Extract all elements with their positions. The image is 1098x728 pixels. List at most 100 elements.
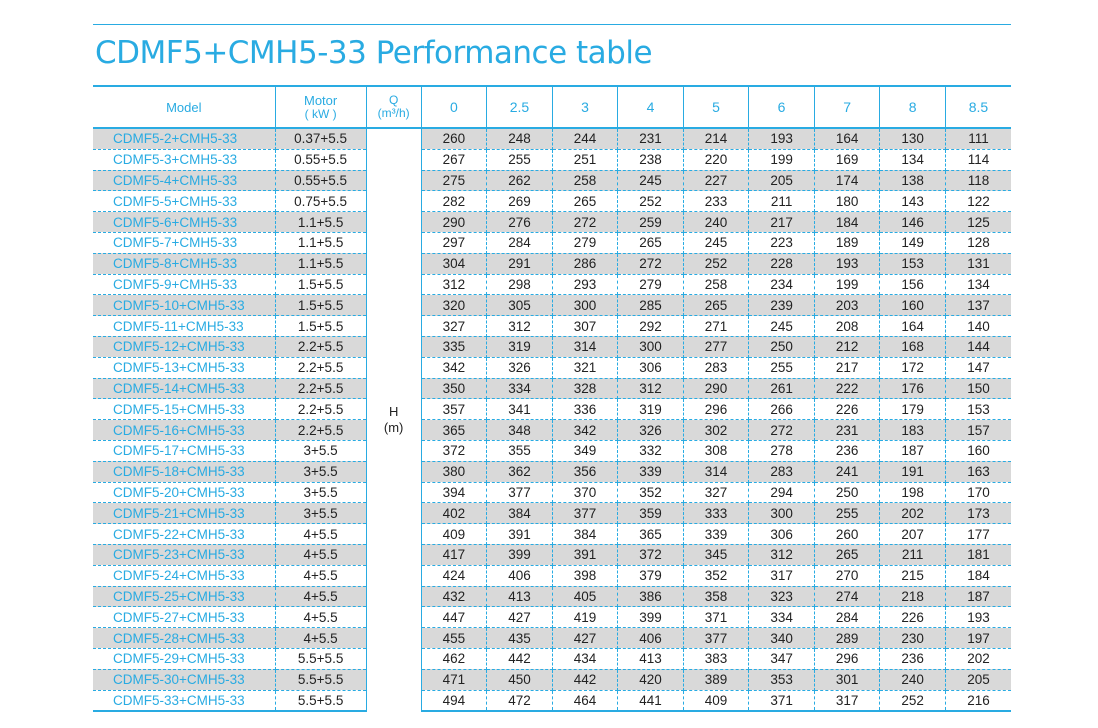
head-value-cell: 176: [879, 378, 946, 400]
head-value-cell: 462: [421, 648, 488, 670]
head-value-cell: 383: [683, 648, 750, 670]
head-value-cell: 266: [748, 398, 815, 421]
head-value-cell: 183: [879, 419, 946, 441]
head-value-cell: 240: [879, 669, 946, 691]
model-cell: CDMF5-8+CMH5-33: [93, 253, 276, 275]
head-value-cell: 306: [748, 523, 815, 545]
head-value-cell: 275: [421, 170, 488, 192]
table-row: CDMF5-3+CMH5-33 0.55+5.5 267 255 251 238 220 19…: [93, 149, 1011, 171]
head-value-cell: 137: [945, 294, 1011, 317]
head-value-cell: 409: [421, 523, 488, 545]
head-value-cell: 215: [879, 565, 946, 587]
header-flow-value: 7: [814, 87, 881, 129]
header-flow: Q (m³/h): [366, 87, 422, 129]
model-cell: CDMF5-11+CMH5-33: [93, 315, 276, 337]
head-value-cell: 265: [814, 544, 881, 566]
head-value-cell: 320: [421, 294, 488, 317]
motor-cell: 1.5+5.5: [275, 315, 367, 337]
head-value-cell: 163: [945, 461, 1011, 483]
motor-cell: 1.1+5.5: [275, 211, 367, 233]
head-value-cell: 265: [552, 190, 619, 213]
head-value-cell: 270: [814, 565, 881, 587]
head-value-cell: 306: [617, 357, 684, 379]
head-value-cell: 130: [879, 128, 946, 150]
head-value-cell: 236: [879, 648, 946, 670]
model-cell: CDMF5-12+CMH5-33: [93, 336, 276, 358]
head-value-cell: 372: [617, 544, 684, 566]
head-value-cell: 441: [617, 690, 684, 713]
head-value-cell: 342: [552, 419, 619, 441]
head-value-cell: 307: [552, 315, 619, 337]
page-title: CDMF5+CMH5-33 Performance table: [95, 35, 653, 71]
table-row: CDMF5-16+CMH5-33 2.2+5.5 365 348 342 326 302 27…: [93, 419, 1011, 441]
table-row: CDMF5-9+CMH5-33 1.5+5.5 312 298 293 279 258 234…: [93, 274, 1011, 296]
header-flow-value: 4: [617, 87, 684, 129]
table-body: CDMF5-2+CMH5-33 0.37+5.5 H (m) 260 248 244 231 2…: [93, 128, 1011, 713]
head-value-cell: 380: [421, 461, 488, 483]
head-value-cell: 321: [552, 357, 619, 379]
table-row: CDMF5-11+CMH5-33 1.5+5.5 327 312 307 292 271 24…: [93, 315, 1011, 337]
head-value-cell: 417: [421, 544, 488, 566]
head-value-cell: 312: [617, 378, 684, 400]
header-flow-value: 2.5: [486, 87, 553, 129]
head-value-cell: 164: [879, 315, 946, 337]
head-value-cell: 172: [879, 357, 946, 379]
head-value-cell: 262: [486, 170, 553, 192]
head-value-cell: 179: [879, 398, 946, 421]
head-value-cell: 248: [486, 128, 553, 150]
head-value-cell: 302: [683, 419, 750, 441]
head-value-cell: 308: [683, 440, 750, 462]
head-value-cell: 164: [814, 128, 881, 150]
table-row: CDMF5-2+CMH5-33 0.37+5.5 H (m) 260 248 244 231 2…: [93, 128, 1011, 712]
head-value-cell: 300: [617, 336, 684, 358]
model-cell: CDMF5-23+CMH5-33: [93, 544, 276, 566]
model-cell: CDMF5-7+CMH5-33: [93, 232, 276, 254]
model-cell: CDMF5-22+CMH5-33: [93, 523, 276, 545]
head-value-cell: 276: [486, 211, 553, 233]
head-value-cell: 233: [683, 190, 750, 213]
title-rule: [93, 85, 1011, 87]
model-cell: CDMF5-30+CMH5-33: [93, 669, 276, 691]
head-value-cell: 234: [748, 274, 815, 296]
table-row: CDMF5-7+CMH5-33 1.1+5.5 297 284 279 265 245 223…: [93, 232, 1011, 254]
motor-cell: 0.55+5.5: [275, 170, 367, 192]
head-value-cell: 149: [879, 232, 946, 254]
table-row: CDMF5-33+CMH5-33 5.5+5.5 494 472 464 441 409 37…: [93, 690, 1011, 713]
model-cell: CDMF5-4+CMH5-33: [93, 170, 276, 192]
motor-cell: 4+5.5: [275, 606, 367, 629]
head-value-cell: 184: [814, 211, 881, 233]
head-value-cell: 328: [552, 378, 619, 400]
head-value-cell: 250: [814, 482, 881, 504]
head-value-cell: 168: [879, 336, 946, 358]
head-value-cell: 297: [421, 232, 488, 254]
head-value-cell: 220: [683, 149, 750, 171]
head-value-cell: 447: [421, 606, 488, 629]
head-value-cell: 284: [486, 232, 553, 254]
head-value-cell: 251: [552, 149, 619, 171]
head-value-cell: 245: [683, 232, 750, 254]
head-value-cell: 355: [486, 440, 553, 462]
motor-cell: 0.55+5.5: [275, 149, 367, 171]
head-value-cell: 202: [945, 648, 1011, 670]
head-value-cell: 269: [486, 190, 553, 213]
head-value-cell: 291: [486, 253, 553, 275]
head-value-cell: 277: [683, 336, 750, 358]
head-value-cell: 170: [945, 482, 1011, 504]
head-value-cell: 199: [814, 274, 881, 296]
motor-cell: 3+5.5: [275, 461, 367, 483]
motor-cell: 5.5+5.5: [275, 690, 367, 713]
head-value-cell: 359: [617, 502, 684, 525]
motor-cell: 5.5+5.5: [275, 648, 367, 670]
model-cell: CDMF5-9+CMH5-33: [93, 274, 276, 296]
head-value-cell: 160: [879, 294, 946, 317]
head-value-cell: 122: [945, 190, 1011, 213]
motor-cell: 3+5.5: [275, 482, 367, 504]
head-value-cell: 260: [814, 523, 881, 545]
performance-table: Model Motor ( kW ) Q (m³/h) 0 2.5 3 4 5 6 7 8 8.…: [93, 87, 1011, 713]
head-value-cell: 294: [748, 482, 815, 504]
head-value-cell: 314: [552, 336, 619, 358]
head-value-cell: 293: [552, 274, 619, 296]
head-value-cell: 494: [421, 690, 488, 713]
head-value-cell: 434: [552, 648, 619, 670]
head-value-cell: 202: [879, 502, 946, 525]
